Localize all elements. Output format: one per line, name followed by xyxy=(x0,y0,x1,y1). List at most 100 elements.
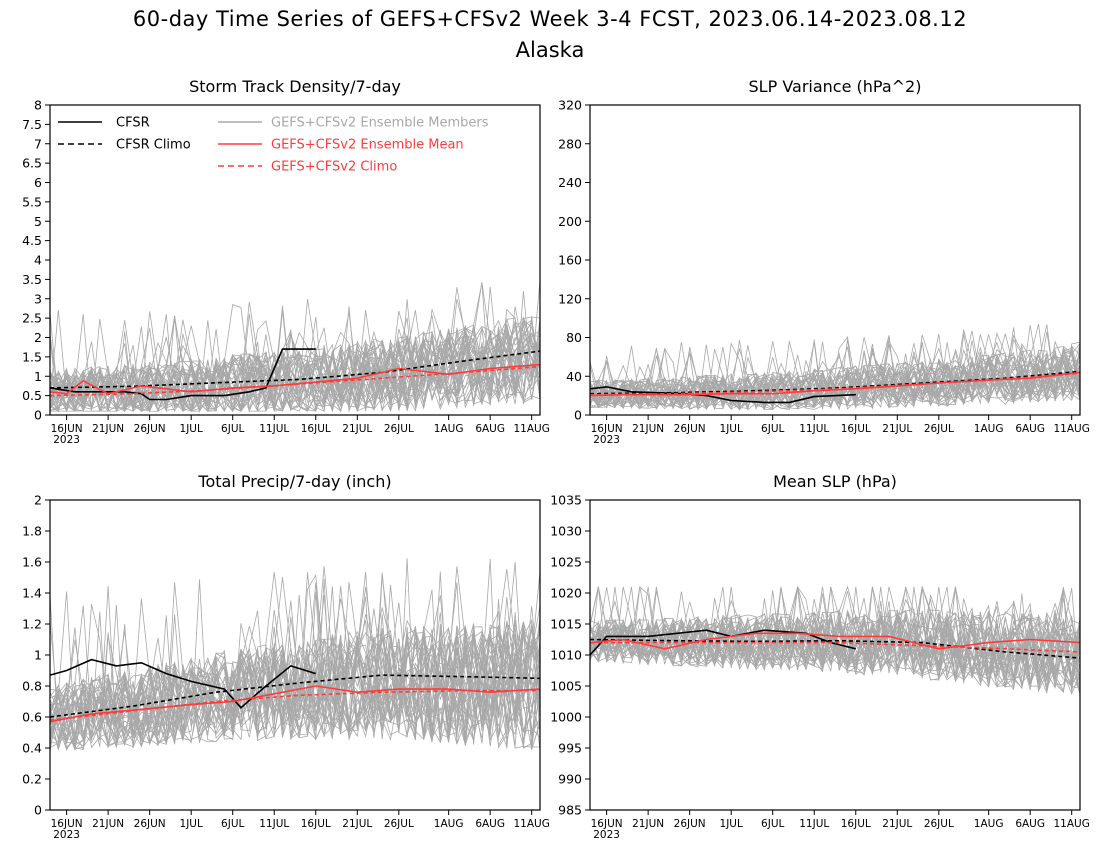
legend-cfsr-climo-label: CFSR Climo xyxy=(116,138,191,153)
ensemble-member-line xyxy=(49,598,540,749)
y-tick-label: 0 xyxy=(34,408,42,423)
gefs-cfsv2-ensemble-mean-line xyxy=(49,685,541,723)
y-tick-label: 5 xyxy=(34,214,42,229)
y-tick-label: 1 xyxy=(34,648,42,663)
y-tick-label: 1.6 xyxy=(22,555,42,570)
x-tick-label: 21JUL xyxy=(342,423,372,435)
x-tick-label: 6JUL xyxy=(221,423,244,435)
x-tick-label: 6JUL xyxy=(761,423,784,435)
x-tick-label: 1AUG xyxy=(974,818,1004,830)
x-tick-label: 1JUL xyxy=(720,818,743,830)
y-tick-label: 0 xyxy=(574,408,582,423)
y-tick-label: 1.2 xyxy=(22,617,42,632)
ensemble-member-line xyxy=(49,626,541,747)
x-tick-label: 16JUL xyxy=(301,423,331,435)
gefs-cfsv2-climo-line xyxy=(589,372,1081,396)
x-year-label: 2023 xyxy=(593,434,620,446)
ensemble-member-line xyxy=(589,590,1081,683)
y-tick-label: 985 xyxy=(558,803,582,818)
x-tick-label: 11JUL xyxy=(799,423,829,435)
y-tick-label: 990 xyxy=(558,772,582,787)
y-tick-label: 4.5 xyxy=(22,233,42,248)
y-tick-label: 160 xyxy=(558,253,582,268)
x-tick-label: 1JUL xyxy=(180,423,203,435)
x-tick-label: 6JUL xyxy=(221,818,244,830)
panel-title: Storm Track Density/7-day xyxy=(189,77,401,96)
x-tick-label: 16JUL xyxy=(841,818,871,830)
y-tick-label: 40 xyxy=(566,369,582,384)
y-tick-label: 0.5 xyxy=(22,388,42,403)
x-tick-label: 26JUN xyxy=(134,818,166,830)
ensemble-member-line xyxy=(49,584,541,743)
x-tick-label: 16JUN xyxy=(591,818,623,830)
main-subtitle: Alaska xyxy=(515,38,585,62)
x-tick-label: 16JUN xyxy=(51,423,83,435)
ensemble-member-line xyxy=(49,319,541,412)
y-tick-label: 6.5 xyxy=(22,156,42,171)
x-tick-label: 21JUN xyxy=(92,423,124,435)
ensemble-member-line xyxy=(49,287,541,413)
y-tick-label: 1030 xyxy=(550,524,582,539)
y-tick-label: 280 xyxy=(558,136,582,151)
x-tick-label: 11AUG xyxy=(514,818,550,830)
x-tick-label: 16JUN xyxy=(591,423,623,435)
y-tick-label: 6 xyxy=(34,175,42,190)
y-tick-label: 120 xyxy=(558,291,582,306)
ensemble-member-line xyxy=(589,341,1081,410)
x-tick-label: 21JUN xyxy=(92,818,124,830)
y-tick-label: 5.5 xyxy=(22,194,42,209)
x-tick-label: 16JUN xyxy=(51,818,83,830)
chart-mean-slp: Mean SLP (hPa) 985 990 995 1000 1005 1010 1015 1… xyxy=(550,472,1090,841)
x-tick-label: 26JUL xyxy=(924,423,954,435)
y-tick-label: 0.8 xyxy=(22,679,42,694)
x-tick-label: 6AUG xyxy=(1015,423,1045,435)
ensemble-member-line xyxy=(49,600,541,745)
chart-storm-track-density: Storm Track Density/7-day 0 0.5 1 1.5 2 2.5 3 3.… xyxy=(22,77,550,446)
y-tick-label: 3 xyxy=(34,291,42,306)
y-tick-label: 0.4 xyxy=(22,741,42,756)
x-tick-label: 6AUG xyxy=(475,423,505,435)
y-tick-label: 1035 xyxy=(550,493,582,508)
ensemble-member-line xyxy=(589,341,1081,410)
x-tick-label: 26JUN xyxy=(134,423,166,435)
chart-slp-variance: SLP Variance (hPa^2) 0 40 80 120 160 200 240 280… xyxy=(558,77,1090,446)
x-tick-label: 6AUG xyxy=(1015,818,1045,830)
y-tick-label: 1010 xyxy=(550,648,582,663)
ensemble-member-line xyxy=(589,586,1081,688)
x-tick-label: 1JUL xyxy=(180,818,203,830)
ensemble-member-line xyxy=(589,333,1081,411)
ensemble-members xyxy=(589,324,1081,411)
x-tick-label: 16JUL xyxy=(301,818,331,830)
cfsr-line xyxy=(49,658,317,709)
cfsr-climo-line xyxy=(589,370,1081,395)
x-tick-label: 21JUL xyxy=(882,423,912,435)
legend-ensemble-mean-label: GEFS+CFSv2 Ensemble Mean xyxy=(271,138,464,153)
x-year-label: 2023 xyxy=(593,829,620,841)
x-tick-label: 21JUL xyxy=(342,818,372,830)
ensemble-member-line xyxy=(49,305,541,412)
gefs-cfsv2-ensemble-mean-line xyxy=(589,371,1081,397)
y-tick-label: 1000 xyxy=(550,710,582,725)
x-year-label: 2023 xyxy=(53,434,80,446)
y-tick-label: 8 xyxy=(34,98,42,113)
gefs-cfsv2-climo-line xyxy=(590,641,1081,653)
y-tick-label: 995 xyxy=(558,741,582,756)
gefs-cfsv2-climo-line xyxy=(49,689,540,721)
gefs-cfsv2-climo-line xyxy=(49,365,541,397)
legend-ensemble-members-label: GEFS+CFSv2 Ensemble Members xyxy=(271,116,489,131)
x-tick-label: 1JUL xyxy=(720,423,743,435)
y-tick-label: 1020 xyxy=(550,586,582,601)
ensemble-member-line xyxy=(589,333,1081,410)
ensemble-member-line xyxy=(49,621,541,751)
y-tick-label: 0.6 xyxy=(22,710,42,725)
x-tick-label: 11AUG xyxy=(514,423,550,435)
legend: CFSR CFSR Climo GEFS+CFSv2 Ensemble Member… xyxy=(58,116,489,175)
x-tick-label: 1AUG xyxy=(974,423,1004,435)
ensemble-member-line xyxy=(49,631,541,748)
legend-cfsr-label: CFSR xyxy=(116,116,150,131)
x-tick-label: 26JUN xyxy=(674,818,706,830)
cfsr-climo-line xyxy=(589,638,1081,659)
y-tick-label: 1.5 xyxy=(22,349,42,364)
gefs-cfsv2-ensemble-mean-line xyxy=(589,632,1081,650)
